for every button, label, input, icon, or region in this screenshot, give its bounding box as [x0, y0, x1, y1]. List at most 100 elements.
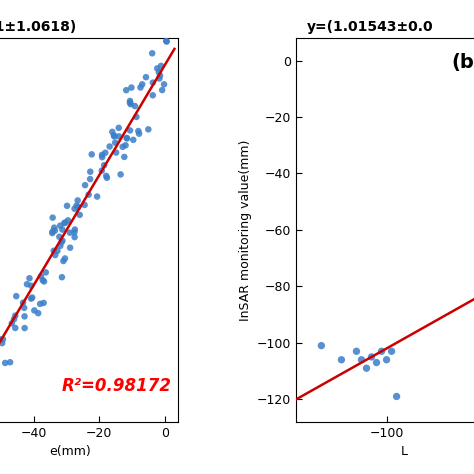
Point — [103, 174, 111, 182]
Point — [122, 142, 129, 149]
Point — [162, 37, 170, 45]
Point — [86, 168, 94, 175]
Point — [111, 139, 119, 146]
Point — [20, 304, 28, 311]
Point — [123, 135, 131, 142]
Point — [66, 229, 73, 237]
Point — [123, 134, 130, 142]
Point — [133, 113, 140, 121]
Point — [37, 273, 45, 280]
Point — [27, 282, 35, 290]
Point — [363, 365, 370, 372]
Point — [119, 143, 127, 151]
Point — [110, 133, 118, 140]
Point — [26, 274, 33, 282]
Point — [49, 228, 56, 235]
X-axis label: e(mm): e(mm) — [49, 445, 91, 458]
Point — [155, 68, 163, 76]
Point — [49, 214, 56, 221]
Point — [98, 151, 106, 159]
Point — [40, 278, 48, 285]
Point — [28, 294, 36, 301]
Point — [378, 347, 385, 355]
Point — [58, 238, 65, 246]
Point — [64, 217, 72, 224]
Point — [19, 299, 27, 307]
Point — [98, 167, 106, 174]
Point — [148, 49, 156, 57]
Point — [0, 339, 6, 347]
Point — [36, 300, 44, 308]
Point — [135, 127, 142, 135]
Point — [8, 319, 16, 327]
Point — [126, 99, 134, 107]
Point — [55, 233, 63, 241]
Point — [71, 228, 78, 236]
Point — [154, 64, 161, 72]
Point — [129, 136, 137, 144]
Point — [11, 312, 19, 319]
Point — [6, 358, 14, 366]
Text: y=(1.00221±1.0618): y=(1.00221±1.0618) — [0, 20, 77, 34]
Text: y=(1.01543±0.0: y=(1.01543±0.0 — [307, 20, 434, 34]
Point — [50, 247, 57, 255]
Point — [337, 356, 345, 364]
Text: (b): (b) — [452, 53, 474, 72]
Point — [106, 143, 113, 150]
Point — [74, 197, 82, 204]
Point — [160, 81, 168, 88]
Point — [86, 175, 94, 183]
Point — [27, 295, 35, 302]
Point — [71, 226, 79, 233]
Point — [63, 202, 71, 210]
Point — [122, 86, 130, 94]
Point — [35, 310, 42, 317]
Point — [157, 62, 165, 70]
Point — [52, 251, 59, 259]
Point — [163, 38, 171, 46]
Point — [128, 84, 135, 91]
Point — [109, 128, 116, 136]
Point — [0, 336, 7, 343]
Point — [373, 359, 380, 366]
Point — [73, 202, 80, 210]
Point — [21, 324, 28, 332]
Point — [61, 219, 68, 227]
Point — [60, 257, 67, 265]
Text: R²=0.98172: R²=0.98172 — [61, 377, 171, 395]
Point — [120, 153, 128, 161]
Point — [10, 315, 18, 323]
Point — [115, 124, 122, 132]
Point — [48, 229, 56, 237]
Point — [155, 75, 163, 82]
Point — [158, 86, 166, 94]
Point — [74, 203, 82, 210]
Point — [98, 154, 106, 161]
Point — [40, 299, 47, 307]
Point — [383, 356, 391, 364]
Point — [58, 273, 66, 281]
Point — [135, 130, 143, 137]
Point — [368, 353, 375, 361]
Point — [126, 127, 134, 134]
Point — [127, 100, 135, 108]
Point — [110, 132, 118, 139]
Point — [81, 182, 89, 189]
Point — [126, 97, 134, 105]
Point — [93, 193, 101, 201]
Point — [353, 347, 360, 355]
Point — [85, 191, 92, 199]
Point — [149, 91, 156, 99]
Y-axis label: InSAR monitoring value(mm): InSAR monitoring value(mm) — [238, 139, 252, 320]
Point — [0, 335, 2, 342]
Point — [318, 342, 325, 349]
Point — [71, 233, 78, 241]
Point — [112, 149, 120, 156]
Point — [149, 79, 156, 86]
Point — [62, 219, 69, 227]
Point — [51, 227, 59, 234]
Point — [102, 172, 110, 180]
Point — [388, 347, 395, 355]
Point — [59, 226, 66, 233]
Point — [100, 162, 108, 169]
